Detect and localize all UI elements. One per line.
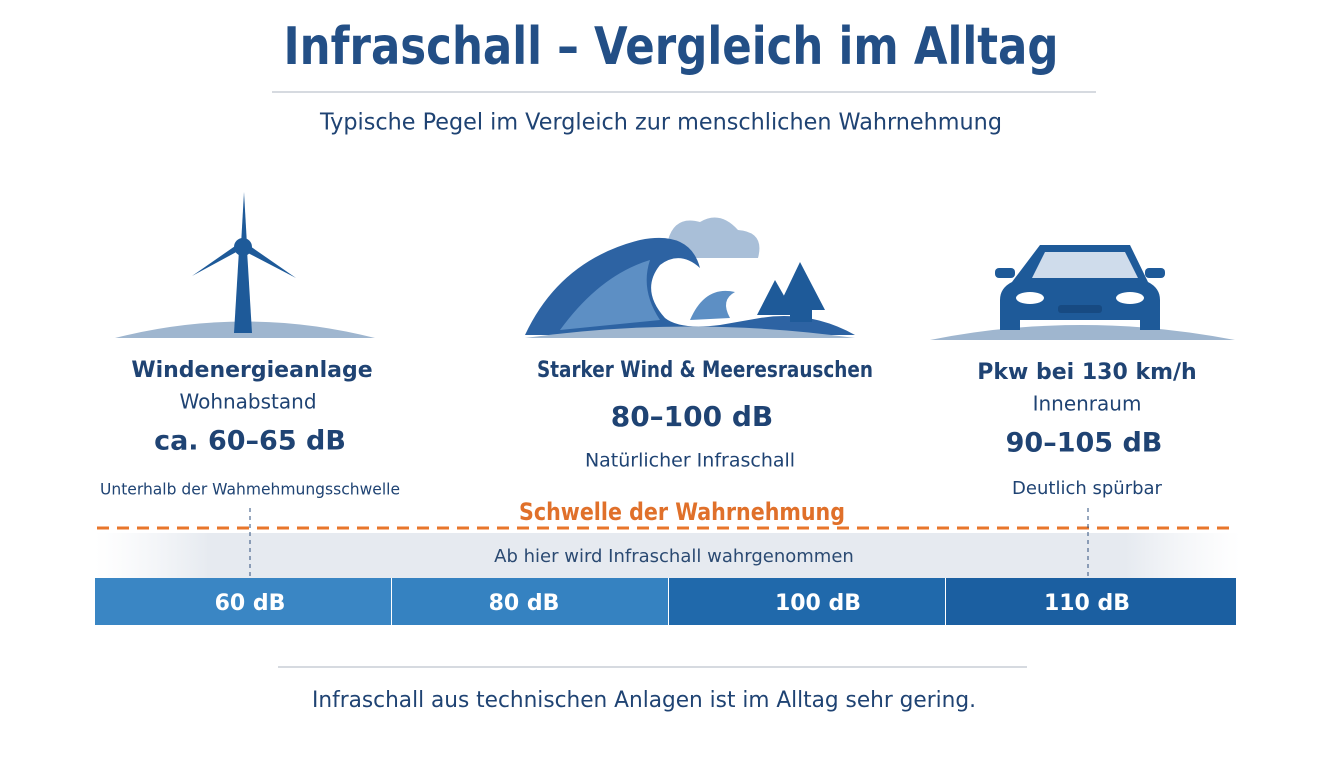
subtitle: Typische Pegel im Vergleich zur menschli… — [319, 110, 1002, 136]
wave-icon — [525, 217, 855, 338]
item-name: Pkw bei 130 km/h — [977, 360, 1196, 385]
item-name: Windenergieanlage — [131, 358, 372, 383]
threshold-label: Schwelle der Wahrnehmung — [519, 498, 845, 526]
scale-segment — [392, 578, 668, 625]
item-name: Starker Wind & Meeresrauschen — [537, 358, 873, 383]
scale-label: 60 dB — [215, 591, 286, 616]
car-icon — [930, 245, 1235, 340]
item-note: Unterhalb der Wahmehmungsschwelle — [100, 480, 400, 499]
item-sub: Wohnabstand — [179, 390, 316, 414]
turbine-icon — [115, 192, 375, 338]
threshold-band — [95, 533, 1240, 578]
footer: Infraschall aus technischen Anlagen ist … — [312, 688, 976, 713]
scale-segment — [669, 578, 945, 625]
scale-label: 110 dB — [1044, 591, 1130, 616]
item-note: Deutlich spürbar — [1012, 478, 1162, 499]
scale-label: 80 dB — [489, 591, 560, 616]
item-level: ca. 60–65 dB — [154, 426, 346, 457]
scale-label: 100 dB — [775, 591, 861, 616]
threshold-note: Ab hier wird Infraschall wahrgenommen — [494, 546, 854, 567]
scale-segment — [95, 578, 391, 625]
scale-segment — [946, 578, 1236, 625]
item-level: 90–105 dB — [1006, 428, 1163, 459]
item-level: 80–100 dB — [611, 400, 774, 433]
item-note: Natürlicher Infraschall — [585, 450, 795, 472]
item-sub: Innenraum — [1033, 392, 1142, 416]
title: Infraschall – Vergleich im Alltag — [284, 17, 1059, 77]
